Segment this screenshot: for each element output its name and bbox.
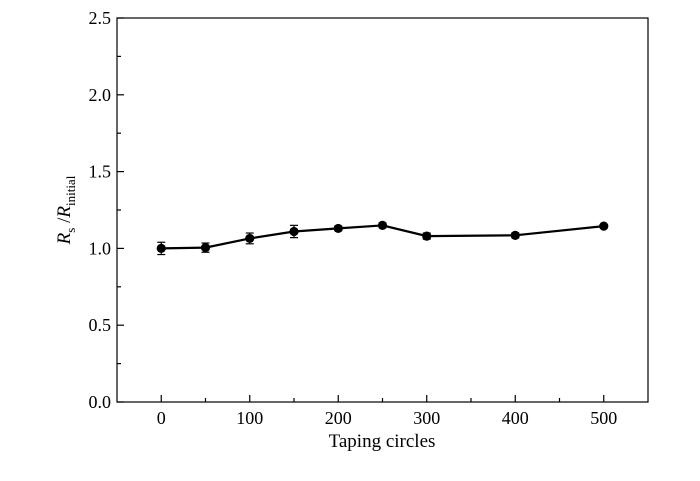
x-tick-label: 0	[157, 408, 166, 428]
data-point	[245, 233, 255, 244]
y-tick-label: 2.5	[89, 8, 112, 28]
y-tick-label: 1.0	[89, 238, 112, 258]
x-tick-label: 100	[236, 408, 263, 428]
plot-frame	[116, 17, 649, 403]
x-tick-label: 300	[413, 408, 440, 428]
data-point	[377, 220, 388, 230]
ticks	[117, 17, 605, 403]
axes	[116, 17, 649, 403]
y-axis-title-slash: /	[54, 217, 75, 228]
data-point	[200, 243, 211, 253]
y-axis-title-r1: R	[54, 232, 75, 245]
data-point	[599, 221, 609, 231]
data-point	[422, 231, 432, 241]
data-point	[333, 223, 343, 234]
tick-labels: 0.0 0.5 1.0 1.5 2.0 2.5 0 100 200 300 400 500	[89, 8, 618, 428]
y-axis-title-sub1: s	[63, 228, 78, 233]
x-tick-label: 200	[325, 408, 352, 428]
y-tick-label: 1.5	[89, 162, 112, 182]
y-tick-label: 0.0	[89, 392, 112, 412]
y-axis-title-sub2: initial	[63, 175, 78, 206]
x-axis-title: Taping circles	[329, 431, 436, 452]
data-points	[156, 220, 609, 253]
data-point	[289, 226, 299, 237]
y-tick-label: 0.5	[89, 315, 112, 335]
y-axis-title-r2: R	[54, 206, 75, 219]
x-tick-label: 500	[590, 408, 617, 428]
y-axis-title: Rs /Rinitial	[54, 175, 78, 245]
y-tick-label: 2.0	[89, 85, 112, 105]
data-point	[156, 243, 166, 253]
data-point	[510, 230, 520, 240]
x-tick-label: 400	[502, 408, 529, 428]
